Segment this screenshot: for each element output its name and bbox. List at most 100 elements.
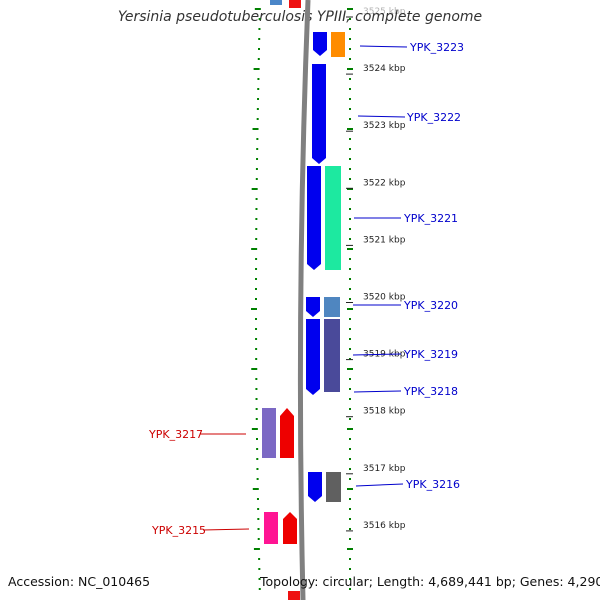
tick-dot bbox=[252, 128, 259, 130]
feature-partial-top-red bbox=[289, 0, 301, 8]
tick-dot bbox=[349, 158, 351, 160]
gene-arrow-ypk3215[interactable] bbox=[283, 512, 297, 544]
tick-dot bbox=[349, 478, 351, 480]
tick-dot bbox=[349, 88, 351, 90]
tick-dot bbox=[258, 558, 261, 560]
tick-dot bbox=[349, 238, 351, 240]
tick-dot bbox=[349, 58, 351, 60]
kbp-label: 3516 kbp bbox=[363, 521, 406, 531]
tick-dot bbox=[349, 518, 351, 520]
gene-label-ypk3216[interactable]: YPK_3216 bbox=[405, 478, 460, 491]
leader-ypk3218 bbox=[353, 390, 402, 393]
tick-dot bbox=[255, 318, 258, 320]
feature-partial-top-blue bbox=[270, 0, 282, 5]
feature-slate-block bbox=[324, 319, 340, 392]
feature-pink-block bbox=[264, 512, 278, 544]
kbp-label: 3523 kbp bbox=[363, 121, 406, 131]
gene-label-ypk3220[interactable]: YPK_3220 bbox=[403, 299, 458, 312]
tick-dot bbox=[256, 478, 259, 480]
kbp-label: 3521 kbp bbox=[363, 235, 406, 245]
tick-dot bbox=[349, 218, 351, 220]
tick-dot bbox=[251, 188, 258, 190]
gene-label-ypk3221[interactable]: YPK_3221 bbox=[403, 212, 458, 225]
tick-dot bbox=[258, 588, 261, 590]
tick-dot bbox=[349, 208, 351, 210]
tick-dot bbox=[251, 428, 258, 430]
tick-dot bbox=[349, 508, 351, 510]
tick-dot bbox=[256, 498, 259, 500]
tick-dot bbox=[349, 28, 351, 30]
tick-dot bbox=[251, 368, 258, 370]
tick-dot bbox=[349, 168, 351, 170]
kbp-label: 3524 kbp bbox=[363, 64, 406, 74]
tick-dot bbox=[347, 548, 353, 550]
tick-dot bbox=[255, 218, 258, 220]
gene-label-ypk3222[interactable]: YPK_3222 bbox=[406, 111, 461, 124]
tick-dot bbox=[257, 538, 260, 540]
gene-arrow-ypk3216[interactable] bbox=[308, 472, 322, 502]
tick-dot bbox=[258, 568, 261, 570]
gene-label-ypk3218[interactable]: YPK_3218 bbox=[403, 385, 458, 398]
gene-arrow-ypk3219[interactable] bbox=[306, 319, 320, 395]
tick-dot bbox=[256, 158, 259, 160]
tick-dot bbox=[349, 468, 351, 470]
gene-arrow-ypk3221[interactable] bbox=[307, 166, 321, 270]
tick-dot bbox=[256, 458, 259, 460]
tick-dot bbox=[349, 98, 351, 100]
tick-dot bbox=[258, 28, 261, 30]
tick-dot bbox=[255, 288, 258, 290]
tick-dot bbox=[257, 98, 260, 100]
tick-dot bbox=[257, 88, 260, 90]
tick-dot bbox=[255, 328, 258, 330]
tick-dot bbox=[349, 178, 351, 180]
tick-dot bbox=[251, 308, 258, 310]
tick-dot bbox=[349, 588, 351, 590]
tick-dot bbox=[256, 448, 259, 450]
gene-label-ypk3215[interactable]: YPK_3215 bbox=[151, 524, 206, 537]
tick-dot bbox=[257, 58, 260, 60]
gene-label-ypk3217[interactable]: YPK_3217 bbox=[148, 428, 203, 441]
tick-dot bbox=[347, 308, 353, 310]
tick-dot bbox=[347, 188, 353, 190]
tick-dot bbox=[255, 378, 258, 380]
gene-arrow-ypk3217[interactable] bbox=[280, 408, 294, 458]
gene-arrow-ypk3222[interactable] bbox=[312, 64, 326, 164]
tick-dot bbox=[349, 278, 351, 280]
tick-dot bbox=[349, 18, 351, 20]
tick-dot bbox=[349, 258, 351, 260]
tick-dot bbox=[349, 318, 351, 320]
tick-dot bbox=[255, 398, 258, 400]
kbp-label: 3525 kbp bbox=[363, 7, 406, 17]
tick-dot bbox=[255, 238, 258, 240]
tick-dot bbox=[255, 438, 258, 440]
feature-gray-block bbox=[326, 472, 341, 502]
tick-dot bbox=[349, 358, 351, 360]
genome-backbone bbox=[297, 0, 311, 600]
tick-dot bbox=[255, 348, 258, 350]
tick-dot bbox=[255, 388, 258, 390]
tick-dot bbox=[255, 418, 258, 420]
tick-dot bbox=[349, 568, 351, 570]
kbp-scale: 3525 kbp 3524 kbp 3523 kbp 3522 kbp 3521 kbp… bbox=[346, 7, 406, 532]
tick-dot bbox=[257, 78, 260, 80]
tick-dot bbox=[255, 228, 258, 230]
tick-dot bbox=[347, 488, 353, 490]
gene-label-ypk3223[interactable]: YPK_3223 bbox=[409, 41, 464, 54]
right-tick-column bbox=[347, 8, 353, 590]
tick-dot bbox=[349, 228, 351, 230]
tick-dot bbox=[255, 338, 258, 340]
map-title: Yersinia pseudotuberculosis YPIII, compl… bbox=[117, 9, 483, 25]
tick-dot bbox=[349, 78, 351, 80]
feature-orange-block bbox=[331, 32, 345, 57]
tick-dot bbox=[349, 498, 351, 500]
gene-arrow-ypk3220[interactable] bbox=[306, 297, 320, 317]
tick-dot bbox=[349, 458, 351, 460]
tick-dot bbox=[257, 518, 260, 520]
tick-dot bbox=[349, 108, 351, 110]
tick-dot bbox=[347, 68, 353, 70]
gene-arrow-ypk3223[interactable] bbox=[313, 32, 327, 56]
tick-dot bbox=[349, 448, 351, 450]
gene-label-ypk3219[interactable]: YPK_3219 bbox=[403, 348, 458, 361]
tick-dot bbox=[349, 538, 351, 540]
